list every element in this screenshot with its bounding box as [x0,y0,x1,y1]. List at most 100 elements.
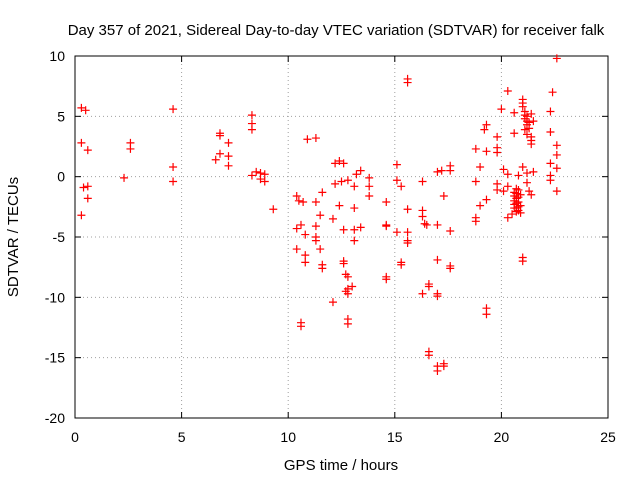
data-point [256,175,265,184]
data-point [301,251,310,260]
data-point [252,167,261,176]
data-point [499,165,508,174]
y-tick-label: -10 [45,289,65,305]
data-point [503,86,512,95]
data-point [350,225,359,234]
plot-frame [74,55,609,419]
y-tick-label: 0 [57,169,65,185]
data-point [433,220,442,229]
data-point [328,298,337,307]
x-tick-label: 5 [178,429,186,445]
data-point [480,125,489,134]
data-point [397,258,406,267]
data-point [169,163,178,172]
data-point [215,149,224,158]
data-point [397,182,406,191]
data-point [169,177,178,186]
data-point [83,146,92,155]
data-point [529,167,538,176]
x-tick-label: 15 [387,429,403,445]
data-point [215,131,224,140]
data-point [337,177,346,186]
data-point [493,148,502,157]
data-point [83,182,92,191]
data-point [316,245,325,254]
data-point [546,107,555,116]
data-point [120,173,129,182]
data-point [518,163,527,172]
data-point [83,194,92,203]
data-point [552,141,561,150]
data-point [546,128,555,137]
data-point [518,257,527,266]
data-point [224,152,233,161]
data-point [529,117,538,126]
data-point [260,177,269,186]
data-point [516,190,525,199]
data-point [522,169,531,178]
data-point [311,236,320,245]
data-point [350,204,359,213]
data-point [476,201,485,210]
y-tick-label: -20 [45,410,65,426]
data-point [350,236,359,245]
data-point [318,188,327,197]
data-point [552,150,561,159]
data-point [424,351,433,360]
data-point [211,155,220,164]
data-point [365,191,374,200]
data-point [552,54,561,63]
y-tick-label: 5 [57,108,65,124]
data-point [299,198,308,207]
data-point [439,359,448,368]
x-tick-label: 25 [600,429,616,445]
data-point [301,258,310,267]
x-tick-label: 10 [280,429,296,445]
data-point [446,264,455,273]
grid-lines [75,56,608,418]
data-point [403,74,412,83]
data-points [77,54,561,375]
data-point [548,88,557,97]
data-point [437,166,446,175]
data-point [343,272,352,281]
data-point [514,171,523,180]
data-point [482,120,491,129]
data-point [471,144,480,153]
data-point [247,111,256,120]
data-point [527,140,536,149]
data-point [311,222,320,231]
data-point [525,124,534,133]
data-point [482,195,491,204]
data-point [382,275,391,284]
data-point [439,191,448,200]
data-point [418,212,427,221]
data-point [335,201,344,210]
data-point [348,282,357,291]
data-point [552,164,561,173]
x-axis-label: GPS time / hours [284,457,398,474]
data-point [493,185,502,194]
data-point [303,135,312,144]
data-point [403,228,412,237]
data-point [482,147,491,156]
data-point [392,228,401,237]
data-point [224,161,233,170]
data-point [292,224,301,233]
data-point [352,170,361,179]
data-point [339,259,348,268]
data-point [318,264,327,273]
data-point [343,284,352,293]
data-point [365,173,374,182]
data-point [471,177,480,186]
data-point [446,226,455,235]
data-point [328,214,337,223]
data-point [520,125,529,134]
data-point [169,105,178,114]
data-point [382,222,391,231]
data-point [522,178,531,187]
data-point [403,239,412,248]
data-point [546,159,555,168]
y-tick-label: -15 [45,350,65,366]
data-point [316,211,325,220]
